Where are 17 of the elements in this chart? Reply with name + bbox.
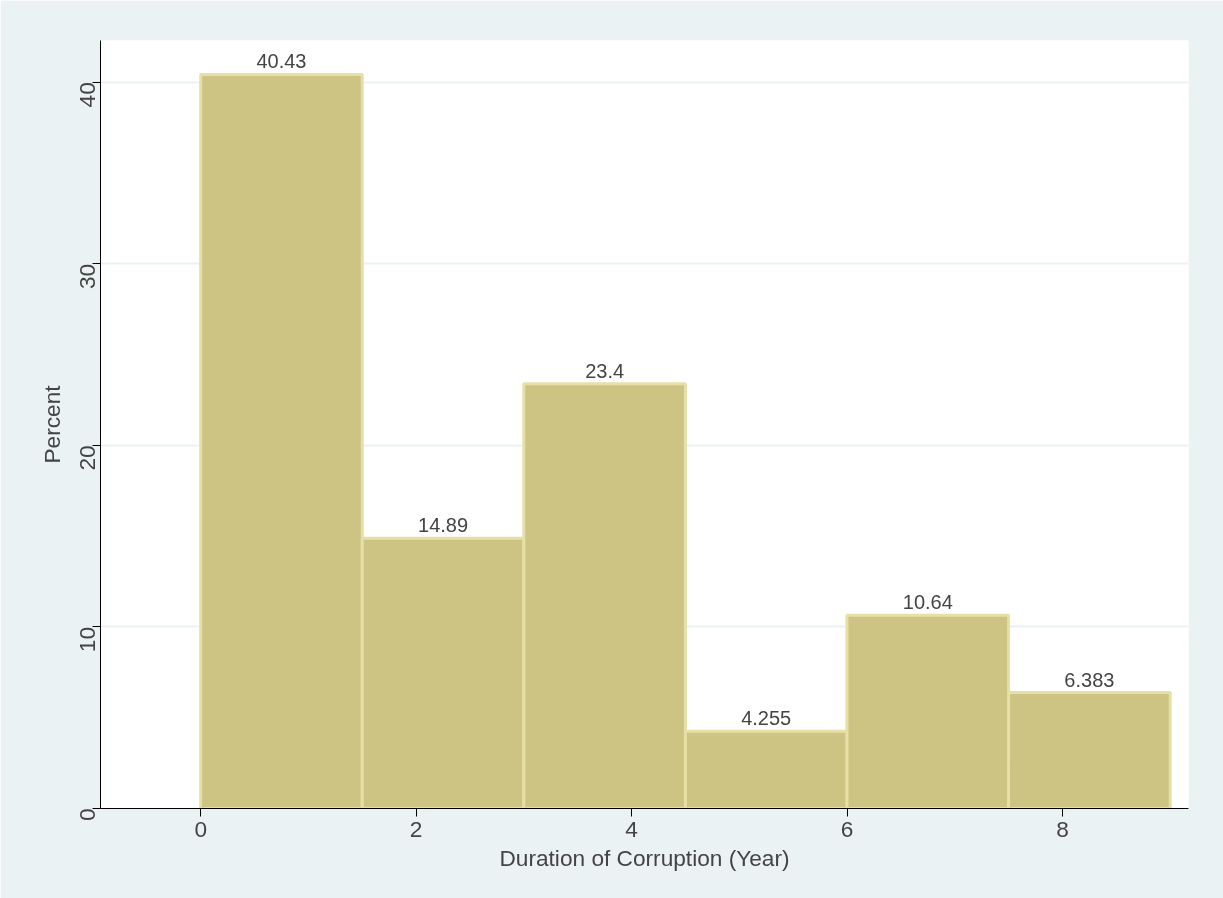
data-label: 23.4 xyxy=(585,359,625,382)
data-label: 4.255 xyxy=(741,707,792,730)
x-tick-label: 8 xyxy=(1056,815,1069,842)
y-tick-label: 40 xyxy=(74,82,100,108)
x-axis-title: Duration of Corruption (Year) xyxy=(499,844,790,871)
data-label: 40.43 xyxy=(256,50,307,73)
data-label: 10.64 xyxy=(902,591,953,614)
y-tick-label: 10 xyxy=(74,626,100,653)
x-tick-label: 2 xyxy=(409,815,423,842)
y-tick-label: 20 xyxy=(74,445,100,471)
x-tick-label: 4 xyxy=(625,815,638,842)
data-label: 14.89 xyxy=(418,514,469,537)
data-label: 6.383 xyxy=(1064,668,1115,691)
x-tick-label: 0 xyxy=(194,815,207,842)
y-axis-title: Percent xyxy=(38,384,65,464)
y-tick-label: 30 xyxy=(74,263,100,290)
x-tick-label: 6 xyxy=(840,815,854,842)
